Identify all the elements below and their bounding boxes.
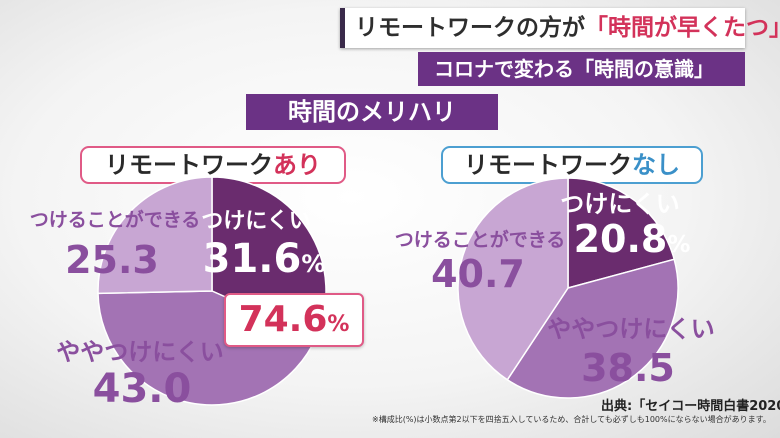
slice-tsukenikui-value: 31.6% bbox=[203, 236, 326, 282]
slice-yaya-tsukenikui-label: ややつけにくい bbox=[547, 315, 715, 343]
slice-tsukenikui bbox=[567, 177, 676, 289]
slice-tsukeru-koto-ga-dekiru bbox=[97, 176, 213, 295]
slice-tsukenikui-value-unit: % bbox=[301, 250, 325, 278]
headline: リモートワークの方が「時間が早くたつ」 bbox=[340, 8, 780, 48]
footnote: ※構成比(%)は小数点第2以下を四捨五入しているため、合計しても必ずしも100%… bbox=[372, 415, 771, 424]
slice-tsukeru-koto-ga-dekiru-label: つけることができる bbox=[395, 228, 566, 251]
slice-yaya-tsukenikui-label: ややつけにくい bbox=[56, 338, 224, 366]
combined-percentage-value: 74.6 bbox=[238, 299, 328, 340]
slice-yaya-tsukenikui bbox=[506, 258, 679, 399]
slice-tsukenikui-label: つけにくい bbox=[201, 209, 311, 234]
slice-tsukenikui-value-number: 20.8 bbox=[574, 217, 668, 261]
label-with-remote-main: リモートワーク bbox=[105, 151, 273, 179]
subheadline: コロナで変わる「時間の意識」 bbox=[418, 52, 745, 86]
slice-tsukeru-koto-ga-dekiru-label: つけることができる bbox=[30, 208, 201, 231]
headline-main: リモートワークの方が bbox=[355, 15, 585, 41]
slice-tsukeru-koto-ga-dekiru bbox=[457, 177, 569, 381]
combined-percentage-unit: % bbox=[327, 312, 350, 337]
source-citation: 出典:「セイコー時間白書2020」 bbox=[601, 399, 780, 414]
slice-tsukeru-koto-ga-dekiru-value: 40.7 bbox=[431, 252, 525, 296]
slice-yaya-tsukenikui-value: 38.5 bbox=[581, 346, 675, 390]
label-without-remote-main: リモートワーク bbox=[464, 151, 632, 179]
section-title: 時間のメリハリ bbox=[246, 94, 498, 130]
label-without-remote-accent: なし bbox=[632, 151, 680, 179]
slice-yaya-tsukenikui-value: 43.0 bbox=[93, 366, 192, 412]
label-with-remote-accent: あり bbox=[273, 151, 321, 179]
slice-tsukeru-koto-ga-dekiru-value: 25.3 bbox=[65, 238, 159, 282]
slice-tsukenikui-label: つけにくい bbox=[560, 190, 680, 218]
headline-highlight: 「時間が早くたつ」 bbox=[585, 15, 780, 41]
combined-percentage-callout: 74.6% bbox=[224, 293, 364, 347]
slice-tsukenikui-value-unit: % bbox=[667, 232, 690, 258]
slice-tsukenikui-value-number: 31.6 bbox=[203, 236, 302, 282]
slice-tsukenikui-value: 20.8% bbox=[574, 217, 691, 261]
